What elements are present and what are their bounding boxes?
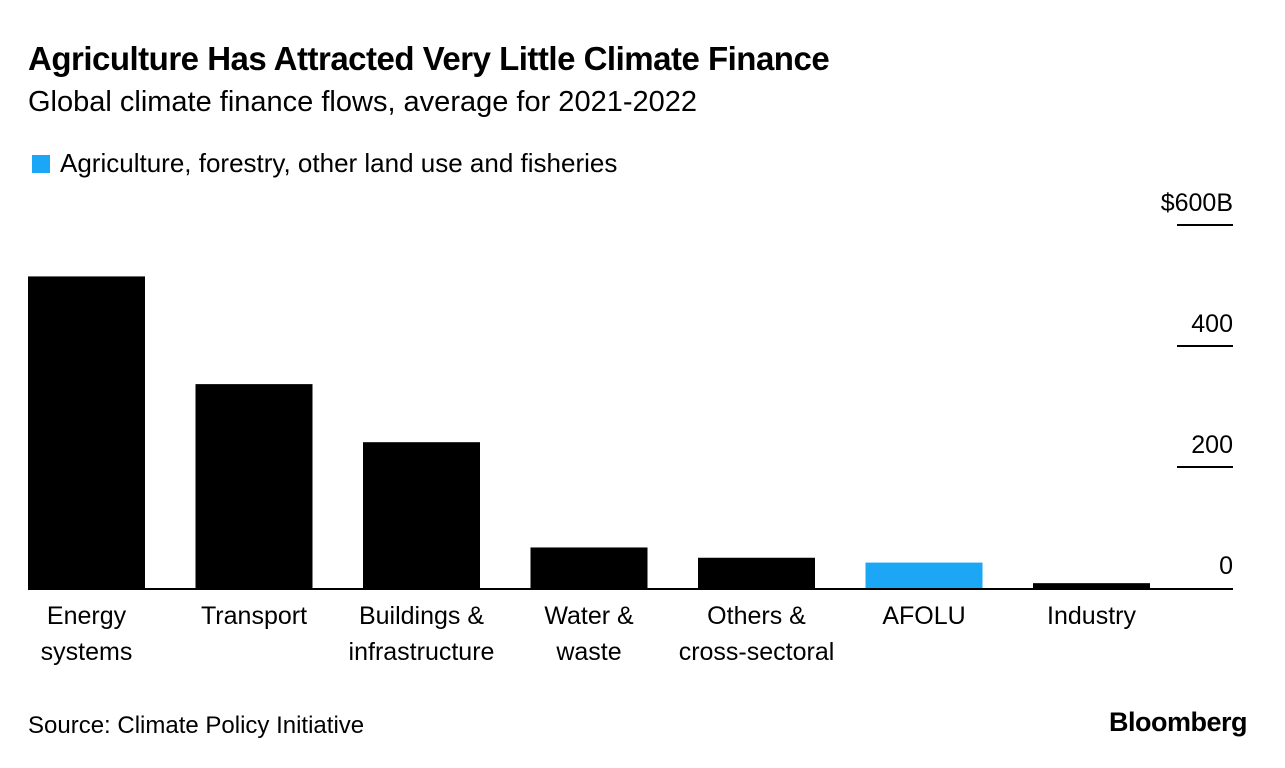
legend: Agriculture, forestry, other land use an…	[32, 148, 617, 179]
category-label: Others & cross-sectoral	[679, 602, 835, 666]
category-label: Transport	[201, 602, 307, 630]
y-tick-label: 0	[1219, 552, 1233, 580]
bar	[530, 547, 648, 588]
y-tick-label: 400	[1191, 310, 1233, 338]
bar	[1033, 583, 1150, 588]
bloomberg-logo: Bloomberg	[1108, 707, 1248, 737]
bar	[363, 442, 480, 588]
category-label: Buildings & infrastructure	[349, 602, 495, 666]
chart-subtitle: Global climate finance flows, average fo…	[28, 86, 697, 118]
category-label: Water & waste	[544, 602, 634, 666]
y-tick-label: 200	[1191, 431, 1233, 459]
y-tick-label: $600B	[1161, 189, 1233, 217]
bar	[698, 557, 815, 588]
bar	[195, 384, 313, 588]
category-label: AFOLU	[882, 602, 965, 630]
category-label: Industry	[1047, 602, 1136, 630]
legend-label: Agriculture, forestry, other land use an…	[60, 148, 618, 178]
legend-swatch	[32, 154, 50, 173]
bar	[865, 562, 983, 588]
bar	[28, 276, 145, 588]
source-note: Source: Climate Policy Initiative	[28, 712, 365, 739]
chart-title: Agriculture Has Attracted Very Little Cl…	[28, 40, 830, 77]
category-label: Energy systems	[41, 602, 133, 666]
